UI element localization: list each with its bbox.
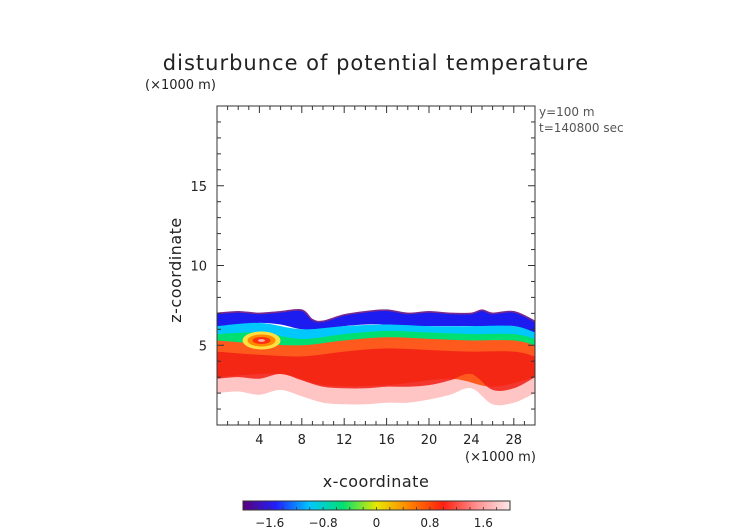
cold-top-band <box>217 309 535 333</box>
chart-title: disturbunce of potential temperature <box>163 51 589 75</box>
x-tick-label: 16 <box>378 433 395 448</box>
y-tick-label: 5 <box>199 339 207 354</box>
pale-lower-fringe <box>217 373 535 406</box>
y-tick-label: 10 <box>190 260 207 275</box>
annotation-t: t=140800 sec <box>539 121 624 135</box>
heatmap-field <box>217 308 535 406</box>
axis-ticks: 4 8 12 16 20 24 28 5 10 15 <box>190 106 535 448</box>
x-tick-label: 20 <box>421 433 438 448</box>
y-axis-label: z-coordinate <box>166 217 185 323</box>
warm-core-region <box>217 348 535 392</box>
x-tick-label: 24 <box>463 433 480 448</box>
cold-band-top-edge <box>217 308 535 323</box>
colorbar-tick-label: 0.8 <box>420 516 439 530</box>
colorbar-tick-label: 0 <box>373 516 381 530</box>
annotation-y: y=100 m <box>539 105 595 119</box>
x-tick-label: 28 <box>506 433 523 448</box>
x-axis-label: x-coordinate <box>323 472 430 491</box>
warm-pocket-center <box>258 339 266 342</box>
colorbar: −1.6 −0.8 0 0.8 1.6 <box>242 500 511 530</box>
x-tick-label: 8 <box>298 433 306 448</box>
x-unit-label: (×1000 m) <box>465 450 536 465</box>
x-tick-label: 12 <box>336 433 353 448</box>
colorbar-tick-label: 1.6 <box>474 516 493 530</box>
y-tick-label: 15 <box>190 180 207 195</box>
x-tick-label: 4 <box>255 433 263 448</box>
colorbar-tick-label: −0.8 <box>309 516 338 530</box>
z-unit-label: (×1000 m) <box>145 78 216 93</box>
colorbar-tick-label: −1.6 <box>255 516 284 530</box>
